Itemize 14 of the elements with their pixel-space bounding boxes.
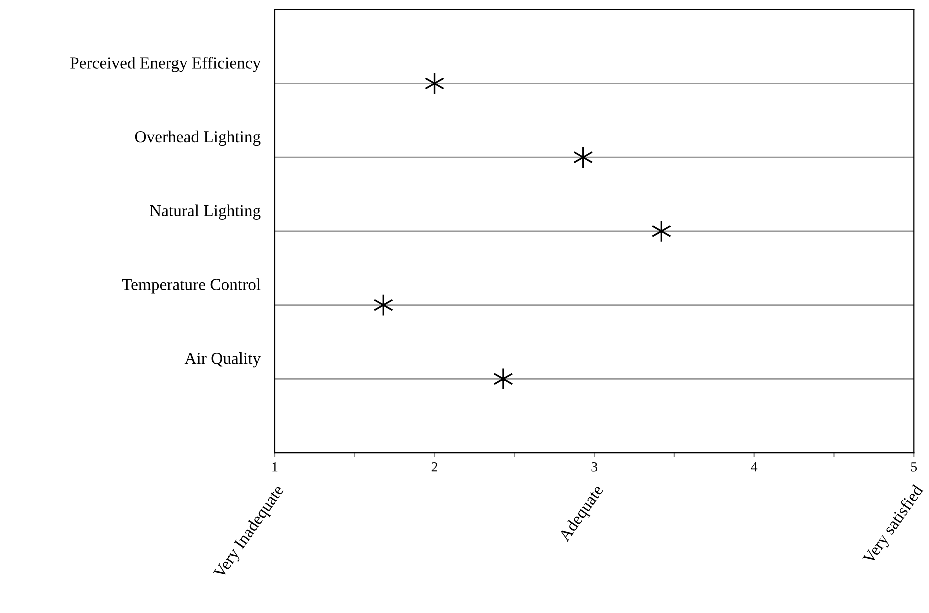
y-tick-label: Overhead Lighting xyxy=(135,130,261,146)
point xyxy=(374,294,394,317)
y-tick-label: Natural Lighting xyxy=(150,204,261,220)
x-tick-label: 2 xyxy=(432,462,438,472)
point xyxy=(494,368,514,390)
point xyxy=(652,220,672,243)
x-tick-label: 1 xyxy=(272,462,278,472)
x-tick-label: 3 xyxy=(592,462,598,472)
x-tick-label: 5 xyxy=(911,462,918,472)
y-tick-label: Air Quality xyxy=(184,352,262,368)
point xyxy=(574,146,594,169)
x-tick-label: 4 xyxy=(751,462,758,472)
y-tick-label: Temperature Control xyxy=(122,278,261,294)
y-tick-label: Perceived Energy Efficiency xyxy=(70,56,262,72)
